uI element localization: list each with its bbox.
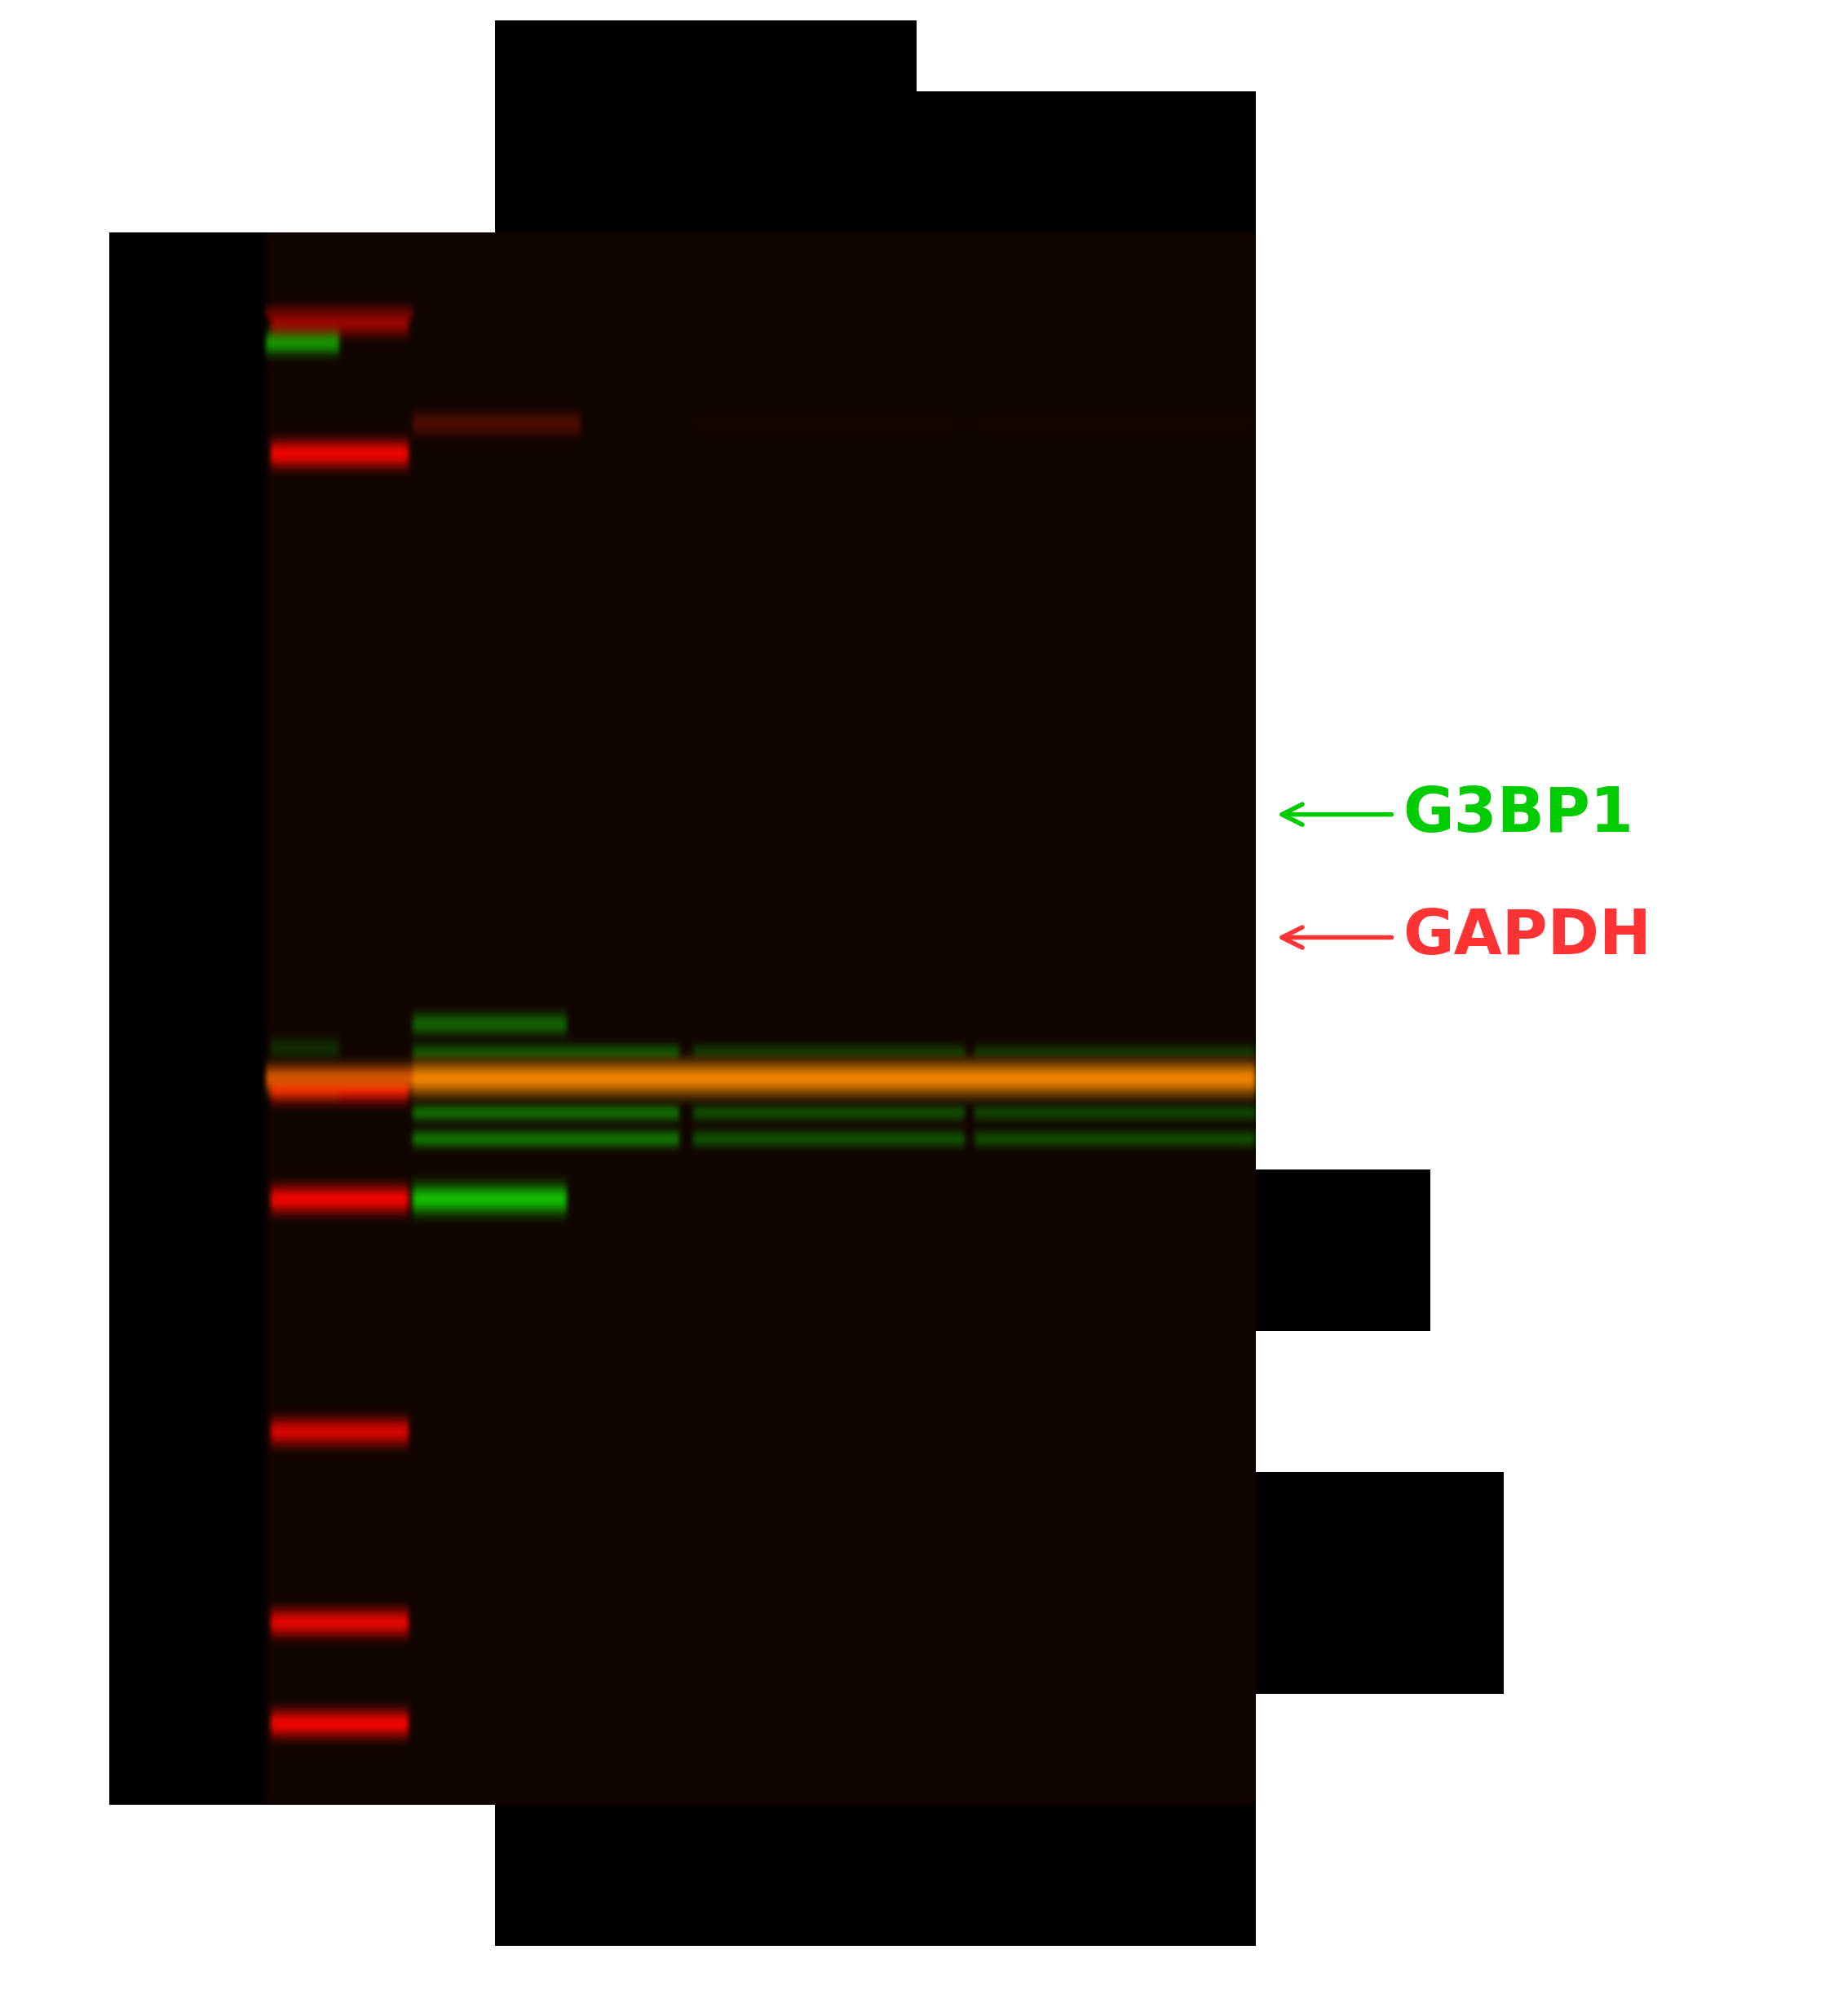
Text: GAPDH: GAPDH (1403, 907, 1652, 968)
Text: G3BP1: G3BP1 (1403, 784, 1634, 845)
